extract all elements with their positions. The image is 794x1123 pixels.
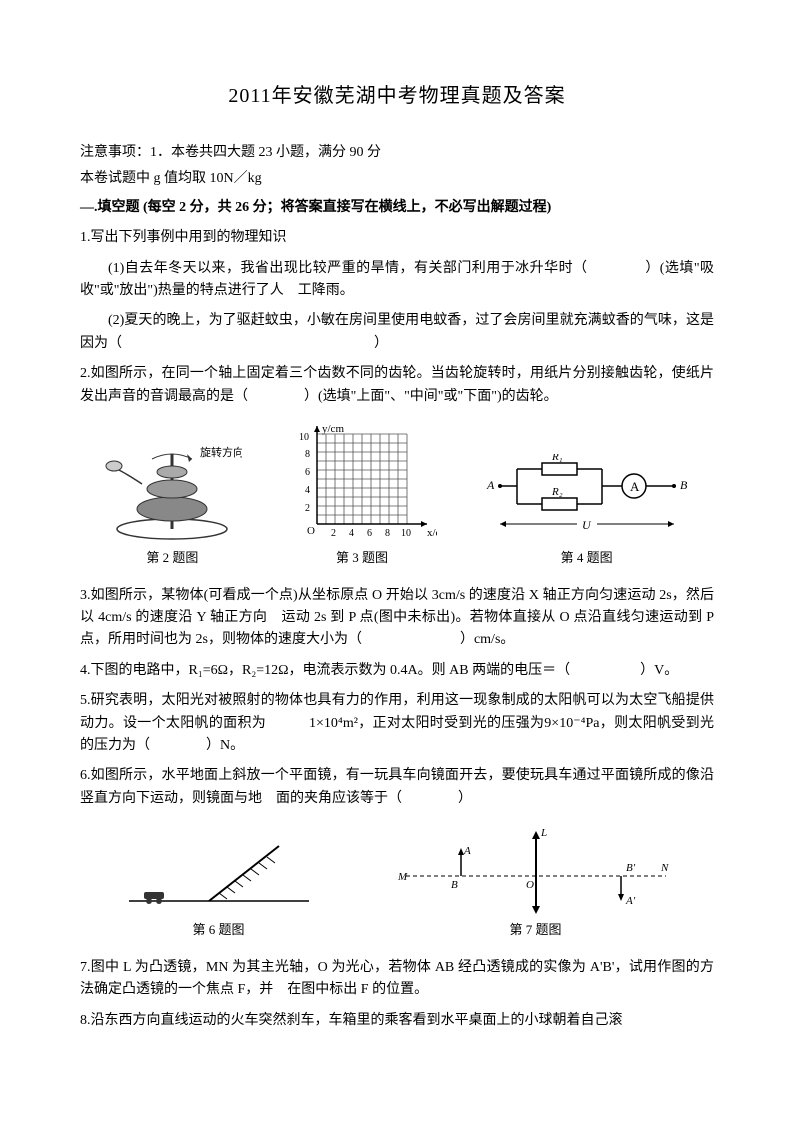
- question-2: 2.如图所示，在同一个轴上固定着三个齿数不同的齿轮。当齿轮旋转时，用纸片分别接触…: [80, 363, 714, 408]
- figure-2-block: 旋转方向 第 2 题图: [102, 434, 242, 569]
- svg-text:2: 2: [305, 503, 310, 514]
- svg-text:L: L: [540, 827, 547, 839]
- svg-text:U: U: [582, 518, 592, 532]
- svg-text:10: 10: [401, 528, 411, 539]
- svg-text:4: 4: [305, 485, 310, 496]
- question-1-1: (1)自去年冬天以来，我省出现比较严重的旱情，有关部门利用于冰升华时（ ）(选填…: [80, 258, 714, 303]
- notice-line-2: 本卷试题中 g 值均取 10N／kg: [80, 168, 714, 190]
- question-7: 7.图中 L 为凸透镜，MN 为其主光轴，O 为光心，若物体 AB 经凸透镜成的…: [80, 957, 714, 1002]
- figure-7-lens-diagram: M N L O A B B' A': [396, 826, 676, 916]
- svg-text:B: B: [680, 478, 688, 492]
- svg-text:B': B': [626, 862, 636, 874]
- svg-text:A: A: [630, 479, 640, 494]
- question-1-2: (2)夏天的晚上，为了驱赶蚊虫，小敏在房间里使用电蚊香，过了会房间里就充满蚊香的…: [80, 310, 714, 355]
- question-4: 4.下图的电路中，R₁=6Ω，R₂=12Ω，电流表示数为 0.4A。则 AB 两…: [80, 660, 714, 682]
- figure-2-caption: 第 2 题图: [146, 548, 198, 569]
- svg-text:N: N: [660, 862, 669, 874]
- svg-text:B: B: [451, 879, 458, 891]
- svg-text:4: 4: [349, 528, 354, 539]
- svg-text:A': A': [625, 895, 636, 907]
- question-8: 8.沿东西方向直线运动的火车突然刹车，车箱里的乘客看到水平桌面上的小球朝着自己滚: [80, 1010, 714, 1032]
- svg-text:8: 8: [385, 528, 390, 539]
- svg-text:2: 2: [331, 528, 336, 539]
- svg-text:旋转方向: 旋转方向: [200, 445, 242, 459]
- figures-row-2: 第 6 题图 M N L O A B B' A' 第 7 题图: [80, 826, 714, 941]
- svg-text:x/cm: x/cm: [427, 527, 437, 539]
- figure-6-mirror-diagram: [119, 836, 319, 916]
- svg-text:R₂: R₂: [551, 486, 563, 498]
- section-1-header: —.填空题 (每空 2 分，共 26 分；将答案直接写在横线上，不必写出解题过程…: [80, 197, 714, 219]
- figure-6-caption: 第 6 题图: [192, 920, 244, 941]
- question-6: 6.如图所示，水平地面上斜放一个平面镜，有一玩具车向镜面开去，要使玩具车通过平面…: [80, 765, 714, 810]
- svg-text:O: O: [307, 525, 315, 537]
- figure-4-caption: 第 4 题图: [561, 548, 613, 569]
- figures-row-1: 旋转方向 第 2 题图: [80, 424, 714, 569]
- page-title: 2011年安徽芜湖中考物理真题及答案: [80, 80, 714, 112]
- svg-text:8: 8: [305, 449, 310, 460]
- svg-text:6: 6: [305, 467, 310, 478]
- svg-text:y/cm: y/cm: [322, 424, 344, 435]
- figure-4-block: A R₁ R₂ A B U 第 4 题图: [482, 454, 692, 569]
- figure-3-caption: 第 3 题图: [336, 548, 388, 569]
- figure-3-block: y/cm x/cm O 2 4 6 8 10 2 4 6 8 10 第 3 题图: [287, 424, 437, 569]
- svg-text:O: O: [526, 879, 534, 891]
- figure-6-block: 第 6 题图: [119, 836, 319, 941]
- svg-text:A: A: [463, 845, 471, 857]
- svg-text:M: M: [397, 871, 408, 883]
- svg-text:A: A: [486, 478, 495, 492]
- question-5: 5.研究表明，太阳光对被照射的物体也具有力的作用，利用这一现象制成的太阳帆可以为…: [80, 690, 714, 757]
- figure-7-block: M N L O A B B' A' 第 7 题图: [396, 826, 676, 941]
- question-1-intro: 1.写出下列事例中用到的物理知识: [80, 227, 714, 249]
- svg-text:10: 10: [299, 432, 309, 443]
- notice-line-1: 注意事项：1．本卷共四大题 23 小题，满分 90 分: [80, 142, 714, 164]
- svg-text:R₁: R₁: [551, 454, 563, 463]
- svg-text:6: 6: [367, 528, 372, 539]
- figure-2-gear-diagram: 旋转方向: [102, 434, 242, 544]
- figure-4-circuit-diagram: A R₁ R₂ A B U: [482, 454, 692, 544]
- figure-3-grid-diagram: y/cm x/cm O 2 4 6 8 10 2 4 6 8 10: [287, 424, 437, 544]
- question-3: 3.如图所示，某物体(可看成一个点)从坐标原点 O 开始以 3cm/s 的速度沿…: [80, 585, 714, 652]
- figure-7-caption: 第 7 题图: [509, 920, 561, 941]
